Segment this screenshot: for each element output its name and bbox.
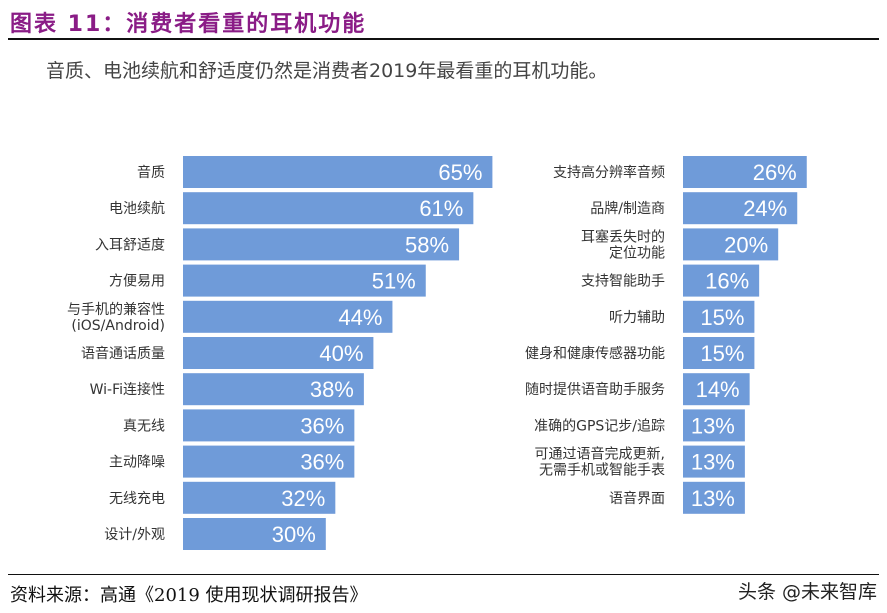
bar-right-4 <box>683 300 755 333</box>
value-label: 38% <box>310 377 354 402</box>
bar-right-2 <box>683 228 779 261</box>
category-label: 支持智能助手 <box>581 274 665 290</box>
bar-left-5 <box>183 337 374 369</box>
figure-title: 图表 11：消费者看重的耳机功能 <box>10 12 367 37</box>
category-label: 支持高分辨率音频 <box>553 164 665 181</box>
category-label: 健身和健康传感器功能 <box>525 345 665 362</box>
value-label: 14% <box>696 377 740 402</box>
source-note: 资料来源：高通《2019 使用现状调研报告》 <box>10 585 368 606</box>
category-label: 可通过语音完成更新,无需手机或智能手表 <box>535 446 665 479</box>
category-label: 电池续航 <box>109 200 165 217</box>
category-label: 设计/外观 <box>104 527 165 543</box>
value-label: 40% <box>319 341 363 366</box>
category-label: 语音通话质量 <box>81 345 165 362</box>
bar-right-5 <box>683 337 755 369</box>
bar-left-7 <box>183 409 355 442</box>
bar-right-7 <box>683 409 745 442</box>
category-label: 品牌/制造商 <box>590 200 665 217</box>
category-label: 与手机的兼容性(iOS/Android) <box>67 301 165 334</box>
value-label: 26% <box>753 160 797 185</box>
value-label: 36% <box>300 450 344 475</box>
category-label: 入耳舒适度 <box>95 237 165 253</box>
category-label: 听力辅助 <box>609 310 665 326</box>
header-divider <box>8 38 879 40</box>
category-label: 耳塞丢失时的定位功能 <box>581 228 665 261</box>
bar-right-8 <box>683 445 745 478</box>
value-label: 13% <box>691 413 735 438</box>
bar-left-9 <box>183 481 336 514</box>
footer-divider <box>8 574 879 575</box>
bar-left-3 <box>183 264 426 297</box>
value-label: 20% <box>724 232 768 257</box>
bar-right-6 <box>683 373 750 406</box>
bar-left-10 <box>183 518 326 550</box>
bar-left-1 <box>183 192 474 225</box>
value-label: 61% <box>419 196 463 221</box>
value-label: 36% <box>300 413 344 438</box>
value-label: 13% <box>691 450 735 475</box>
bar-left-0 <box>183 156 493 188</box>
bar-left-4 <box>183 300 393 333</box>
category-label: 音质 <box>137 164 165 181</box>
category-label: 随时提供语音助手服务 <box>525 381 665 398</box>
value-label: 32% <box>281 486 325 511</box>
value-label: 15% <box>700 305 744 330</box>
value-label: 58% <box>405 232 449 257</box>
watermark: 头条 @未来智库 <box>737 581 877 603</box>
category-label: 真无线 <box>123 418 165 434</box>
bar-left-8 <box>183 445 355 478</box>
bar-right-0 <box>683 156 807 188</box>
category-label: 主动降噪 <box>109 455 165 471</box>
value-label: 51% <box>372 269 416 294</box>
value-label: 65% <box>438 160 482 185</box>
value-label: 16% <box>705 269 749 294</box>
chart-subtitle: 音质、电池续航和舒适度仍然是消费者2019年最看重的耳机功能。 <box>46 60 608 82</box>
bar-right-9 <box>683 481 745 514</box>
value-label: 30% <box>272 522 316 547</box>
value-label: 15% <box>700 341 744 366</box>
value-label: 13% <box>691 486 735 511</box>
bar-right-1 <box>683 192 798 225</box>
category-label: Wi-Fi连接性 <box>90 381 165 398</box>
bar-left-6 <box>183 373 364 406</box>
category-label: 无线充电 <box>109 491 165 507</box>
bar-right-3 <box>683 264 760 297</box>
value-label: 24% <box>743 196 787 221</box>
bar-left-2 <box>183 228 460 261</box>
category-label: 语音界面 <box>609 490 665 507</box>
category-label: 方便易用 <box>109 274 165 290</box>
value-label: 44% <box>338 305 382 330</box>
category-label: 准确的GPS记步/追踪 <box>534 418 665 434</box>
